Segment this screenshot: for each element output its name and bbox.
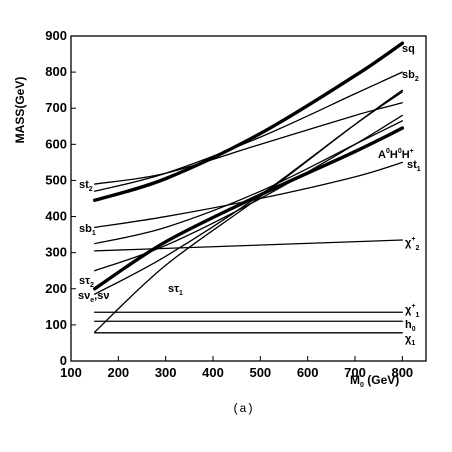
label-sb1: sb1 [79, 223, 96, 237]
series-line-snu-e [94, 91, 403, 295]
series-layer [92, 41, 405, 334]
label-sq: sq [402, 43, 415, 55]
label-snu: sνe,sν [78, 290, 109, 304]
series-line-h-h0-a0 [92, 126, 405, 291]
x-tick-label: 600 [297, 365, 319, 380]
figure-caption: (a) [232, 402, 254, 416]
y-tick-label: 500 [45, 172, 67, 187]
label-chi01: χ1 [405, 333, 415, 347]
y-tick-label: 600 [45, 136, 67, 151]
x-tick-label: 800 [391, 365, 413, 380]
y-tick-label: 400 [45, 209, 67, 224]
label-stau2: sτ2 [79, 275, 94, 289]
plot-frame [70, 35, 427, 362]
y-axis-title: MASS(GeV) [13, 77, 27, 144]
x-tick-label: 400 [202, 365, 224, 380]
y-tick-label: 200 [45, 281, 67, 296]
label-chi2: χ+2 [405, 236, 419, 252]
series-line-st1 [94, 161, 403, 229]
series-line-sb1 [94, 120, 403, 245]
labels-layer: MASS(GeV) M0 (GeV) (a) sq sb2 A0H0H+ st1… [13, 43, 421, 416]
y-tick-label: 900 [45, 28, 67, 43]
label-stau1: sτ1 [168, 283, 183, 297]
series-line-chi-2 [94, 239, 403, 252]
x-axis-title: M0 (GeV) [350, 373, 399, 389]
x-tick-label: 100 [60, 365, 82, 380]
series-line-sq [92, 41, 405, 203]
label-st2: st2 [79, 179, 93, 193]
series-line-st2 [94, 102, 403, 185]
label-h0: h0 [405, 319, 416, 333]
series-line-sb2 [94, 71, 403, 192]
axes: 100 200 300 400 500 600 700 8000100200300400500… [45, 28, 427, 380]
x-tick-label: 200 [107, 365, 129, 380]
label-higgs: A0H0H+ [378, 148, 414, 161]
y-tick-label: 700 [45, 100, 67, 115]
x-tick-label: 500 [249, 365, 271, 380]
y-tick-label: 300 [45, 245, 67, 260]
series-line-stau1 [94, 89, 403, 333]
x-tick-label: 700 [344, 365, 366, 380]
x-tick-label: 300 [155, 365, 177, 380]
label-sb2: sb2 [402, 69, 419, 83]
series-line-stau2 [94, 114, 403, 272]
y-tick-label: 800 [45, 64, 67, 79]
y-tick-label: 0 [60, 353, 67, 368]
y-tick-label: 100 [45, 317, 67, 332]
label-st1: st1 [407, 159, 421, 173]
label-chi1: χ+1 [405, 303, 419, 319]
